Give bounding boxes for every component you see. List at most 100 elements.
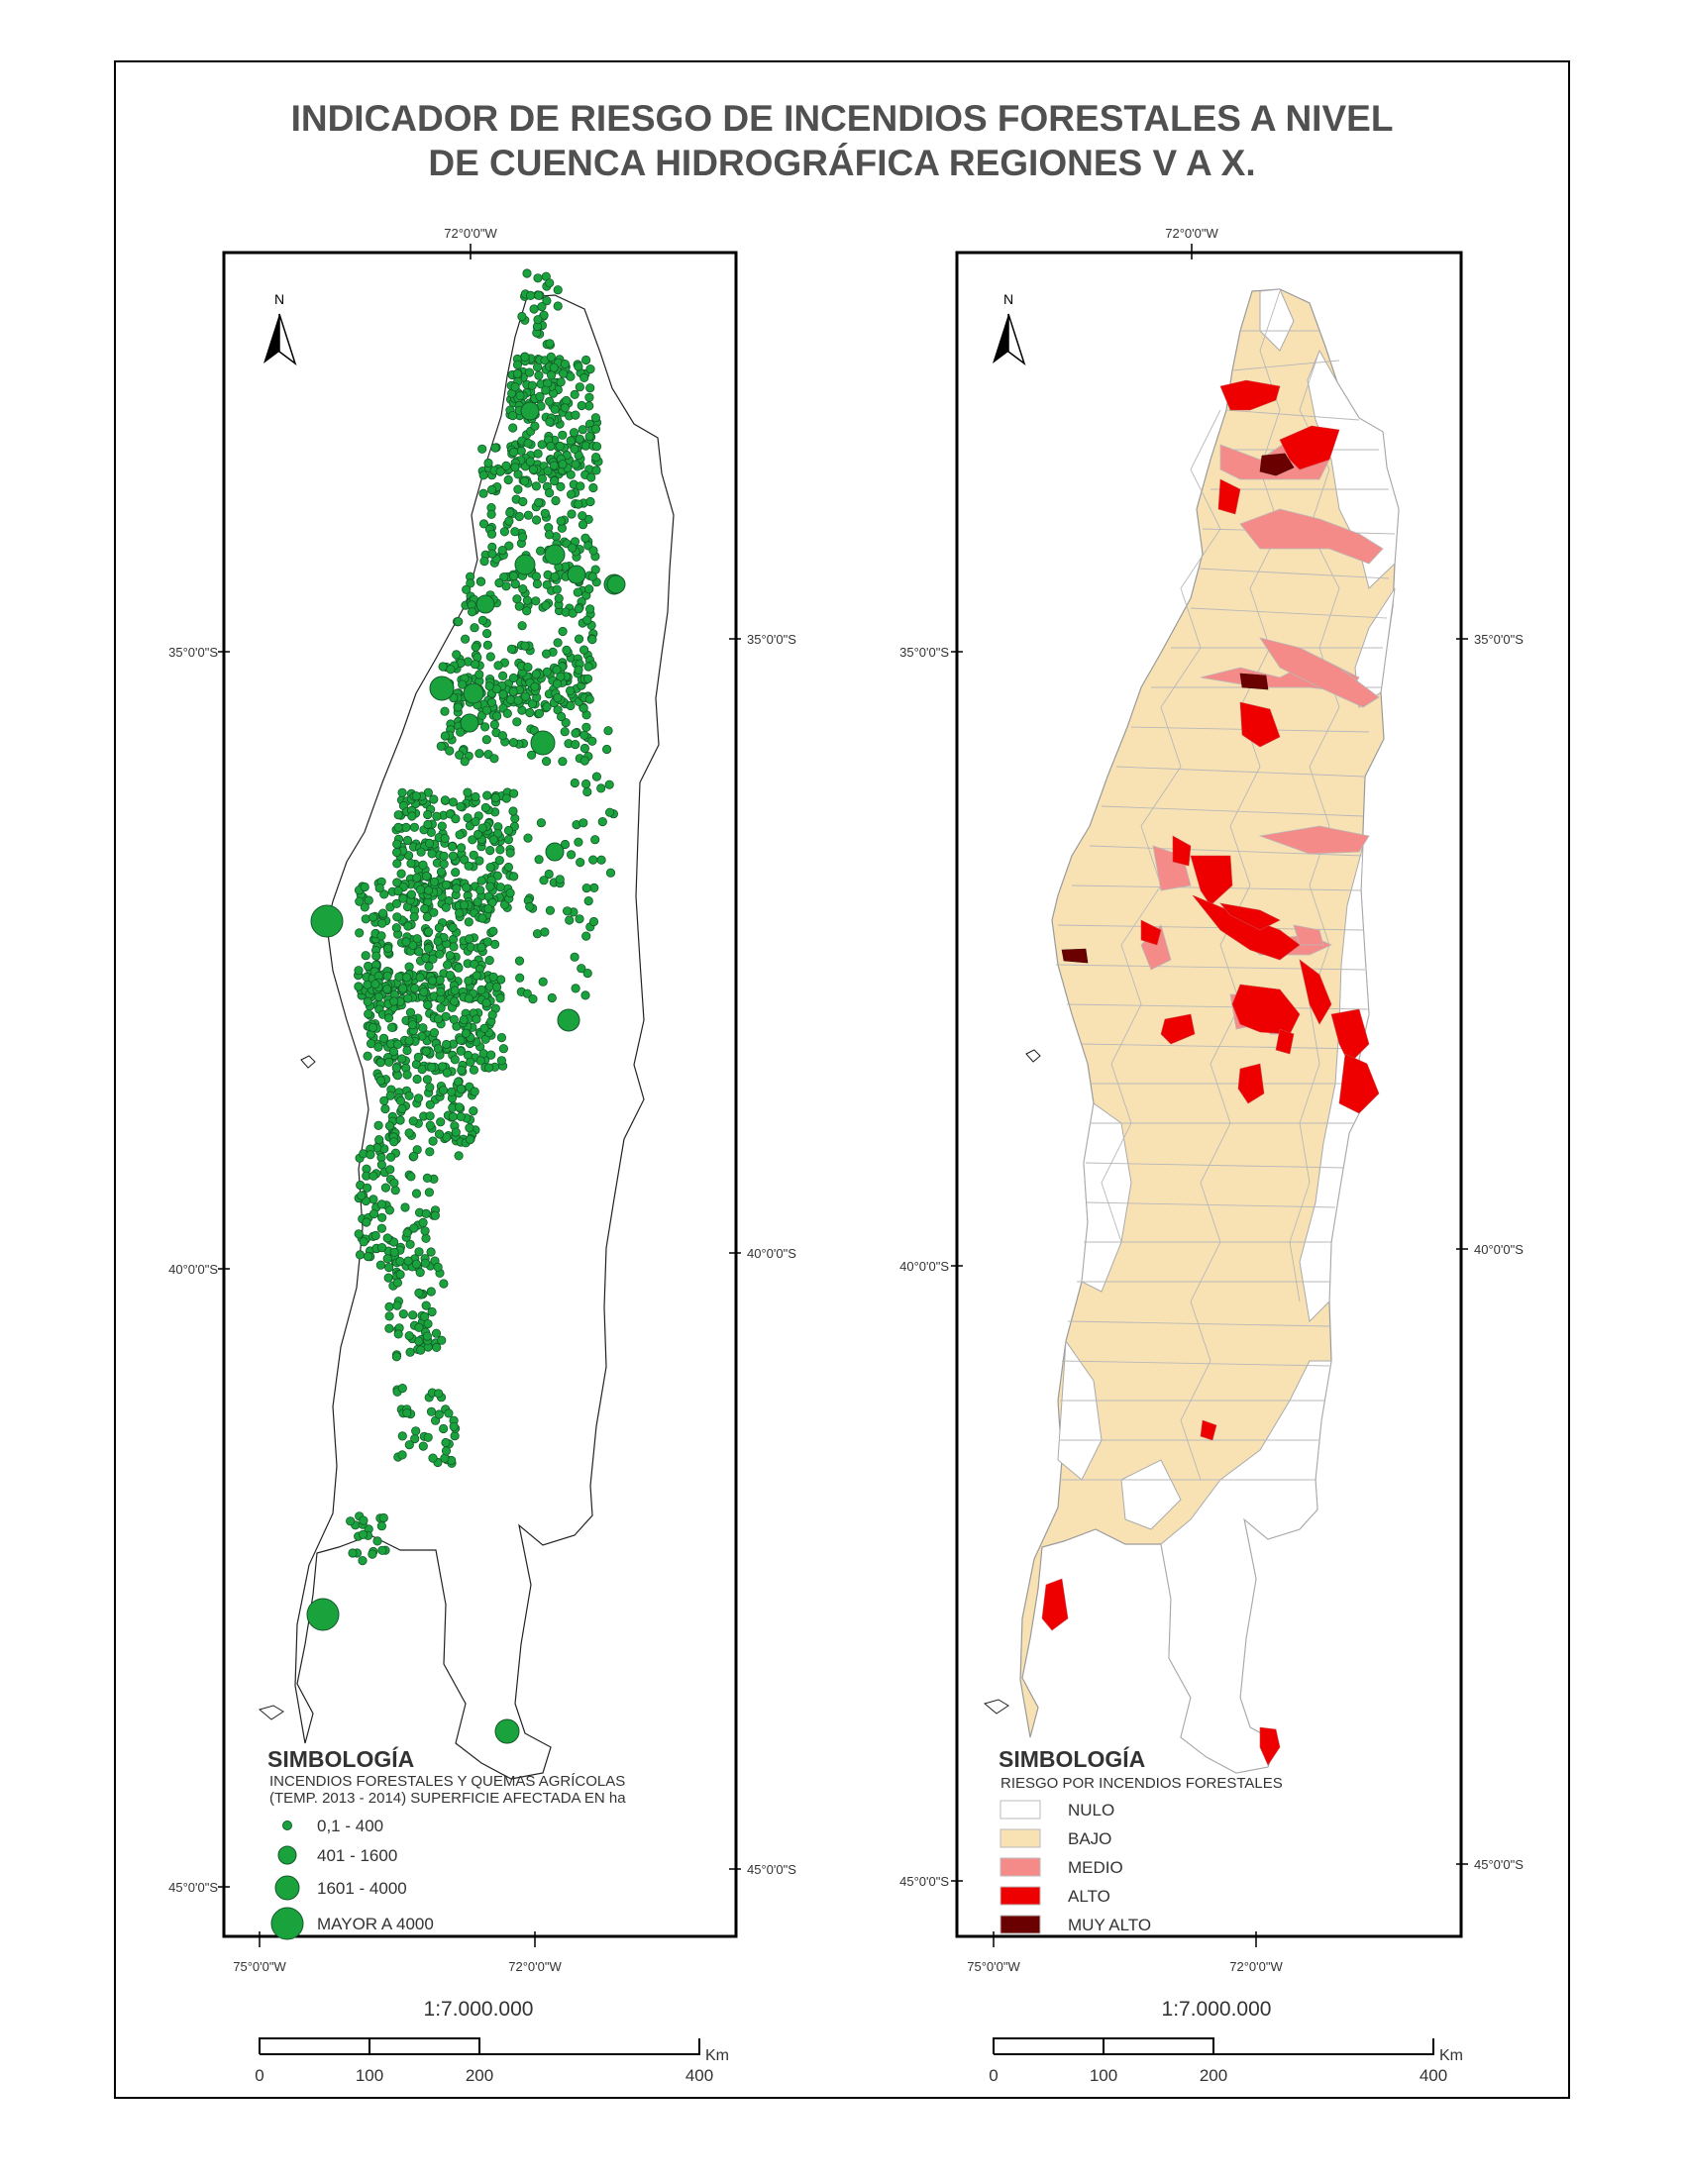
fire-point [433,1014,444,1024]
fire-point [553,285,563,295]
fire-point [582,786,592,797]
fire-point [535,391,545,401]
fire-point [427,1062,437,1073]
fire-point [569,428,579,438]
fire-point [421,1208,431,1219]
fire-point [546,352,556,362]
fire-point [389,1137,399,1147]
fire-point [470,623,479,633]
fire-point [401,822,411,833]
fire-point [441,1446,452,1456]
fire-point-large [306,1598,340,1631]
right-scale-tick-200: 200 [1200,2066,1227,2085]
fire-point [398,1309,408,1319]
fire-point [471,791,480,802]
fire-point [428,954,438,964]
fire-point [571,728,580,738]
fire-point [409,1223,419,1233]
fire-point [377,918,387,928]
fire-point [498,1044,508,1054]
basin-alto [1338,1053,1380,1114]
fire-point [502,708,512,719]
fire-point [384,1323,394,1333]
basin-medio [1293,924,1324,946]
basin-alto [1190,855,1233,906]
fire-point [503,834,514,845]
fire-point [581,883,591,893]
fire-point [575,914,584,924]
basin-nulo-area [1160,1360,1332,1774]
fire-point [375,1076,385,1086]
right-scale-tick-100: 100 [1090,2066,1117,2085]
fire-point [389,996,399,1006]
fire-point [488,835,498,845]
fire-point [456,801,466,811]
fire-point [402,1045,412,1056]
fire-point [457,1065,467,1076]
basin-nulo-area [1120,1459,1182,1530]
fire-point-large [520,401,540,421]
fire-point [397,787,407,797]
fire-point [486,697,497,707]
fire-point [551,495,561,506]
fire-point [436,867,447,877]
left-scale-tick-0: 0 [255,2066,263,2085]
fire-point [441,1437,451,1448]
fire-point [404,1440,414,1450]
fire-point [376,1199,386,1209]
legend-label-muy-alto: MUY ALTO [1068,1916,1151,1934]
fire-point [384,1263,394,1273]
fire-points-layer [306,268,626,1744]
fire-point [404,1036,414,1046]
right-scale-unit: Km [1439,2047,1463,2064]
fire-point [512,717,522,727]
fire-point [545,905,556,915]
fire-point [376,1160,386,1170]
fire-point [512,368,523,378]
fire-point [562,645,572,656]
fire-point [571,410,580,420]
fire-point [494,577,504,588]
fire-point [503,825,514,836]
fire-point [486,509,496,519]
fire-point [497,545,507,556]
left-legend-subtitle-2: (TEMP. 2013 - 2014) SUPERFICIE AFECTADA … [269,1790,626,1807]
fire-point-large [475,594,495,614]
fire-point [424,962,434,972]
fire-point [406,1172,416,1182]
fire-point [355,896,365,906]
fire-point [451,814,461,824]
right-legend-title: SIMBOLOGÍA [999,1745,1145,1772]
fire-point [413,1052,423,1062]
fire-point [567,509,577,519]
fire-point [574,604,583,614]
fire-point [464,917,474,927]
fire-point [391,1352,401,1362]
fire-point [463,813,473,823]
left-legend-subtitle-1: INCENDIOS FORESTALES Y QUEMAS AGRÍCOLAS [269,1773,625,1790]
fire-point [415,973,425,983]
fire-point [590,413,601,423]
fire-point [544,487,555,498]
fire-point [391,898,401,909]
fire-point [589,883,599,893]
fire-point [510,382,520,392]
fire-point [400,1202,410,1212]
fire-point [509,872,519,882]
fire-point [541,385,551,395]
left-map-panel: 72°0'0"W 75°0'0"W 72°0'0"W 35°0'0"S 40°0… [168,226,796,2085]
fire-point [587,736,597,746]
fire-point [482,937,492,947]
fire-point [580,779,591,789]
fire-point [368,1022,378,1033]
right-legend: SIMBOLOGÍA RIESGO POR INCENDIOS FORESTAL… [999,1745,1283,1934]
fire-point [463,787,473,797]
fire-point [436,1117,446,1127]
legend-class-label-3: 1601 - 4000 [317,1879,407,1898]
basin-alto-areas [1041,379,1380,1766]
right-lat-label-right-40: 40°0'0"S [1474,1242,1524,1257]
fire-point [584,584,594,594]
fire-point [582,615,592,625]
fire-point [440,833,450,844]
fire-point [469,1065,478,1075]
